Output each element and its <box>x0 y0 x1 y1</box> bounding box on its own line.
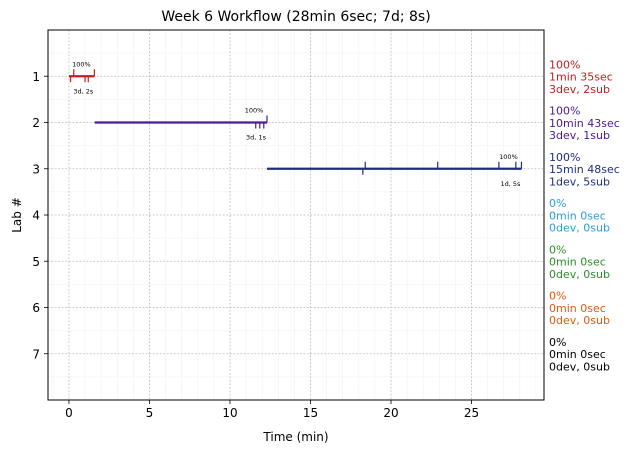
lab-summary-line: 0% <box>549 290 566 303</box>
lab-percent-label: 100% <box>499 153 518 161</box>
lab-summary-line: 0% <box>549 197 566 210</box>
lab-counts-label: 3d, 1s <box>246 134 267 142</box>
lab-summary-line: 0dev, 0sub <box>549 222 610 235</box>
lab-counts-label: 3d, 2s <box>73 87 94 95</box>
lab-summary-line: 100% <box>549 58 580 71</box>
lab-summary-line: 1min 35sec <box>549 71 613 84</box>
x-tick-label: 25 <box>464 406 479 420</box>
lab-summary-line: 0min 0sec <box>549 348 606 361</box>
lab-summary-line: 0dev, 0sub <box>549 360 610 373</box>
axis-ticks: 0 5 10 15 20 25 1 2 3 4 5 6 7 <box>32 70 479 420</box>
y-tick-label: 1 <box>32 70 40 84</box>
lab-summary-line: 3dev, 2sub <box>549 83 610 96</box>
x-tick-label: 15 <box>303 406 318 420</box>
lab-summary-line: 100% <box>549 105 580 118</box>
y-tick-label: 6 <box>32 301 40 315</box>
lab-percent-label: 100% <box>72 60 91 68</box>
x-tick-label: 0 <box>65 406 73 420</box>
y-tick-label: 4 <box>32 209 40 223</box>
lab-summary-line: 0min 0sec <box>549 256 606 269</box>
x-tick-label: 20 <box>383 406 398 420</box>
lab-summary-line: 0dev, 0sub <box>549 314 610 327</box>
grid <box>48 30 544 400</box>
lab-marks: 100% 3d, 2s 100% 3d, 1s 100% 1d, 5s <box>68 60 523 188</box>
lab-counts-label: 1d, 5s <box>500 180 521 188</box>
lab-summary-line: 0dev, 0sub <box>549 268 610 281</box>
x-tick-label: 5 <box>146 406 154 420</box>
x-tick-label: 10 <box>222 406 237 420</box>
lab-summary-line: 0min 0sec <box>549 302 606 315</box>
x-axis-label: Time (min) <box>262 430 328 444</box>
lab-summary-line: 0% <box>549 336 566 349</box>
lab-summary-line: 100% <box>549 151 580 164</box>
y-tick-label: 2 <box>32 116 40 130</box>
lab-summary-line: 0% <box>549 243 566 256</box>
y-axis-label: Lab # <box>10 197 24 233</box>
lab-summary-line: 15min 48sec <box>549 163 620 176</box>
lab-summary-line: 0min 0sec <box>549 209 606 222</box>
lab-percent-label: 100% <box>245 107 264 115</box>
y-tick-label: 5 <box>32 255 40 269</box>
lab-summary-line: 3dev, 1sub <box>549 129 610 142</box>
lab-summary-line: 1dev, 5sub <box>549 175 610 188</box>
chart-title: Week 6 Workflow (28min 6sec; 7d; 8s) <box>161 9 430 25</box>
y-tick-label: 7 <box>32 347 40 361</box>
y-tick-label: 3 <box>32 162 40 176</box>
lab-summary-line: 10min 43sec <box>549 117 620 130</box>
